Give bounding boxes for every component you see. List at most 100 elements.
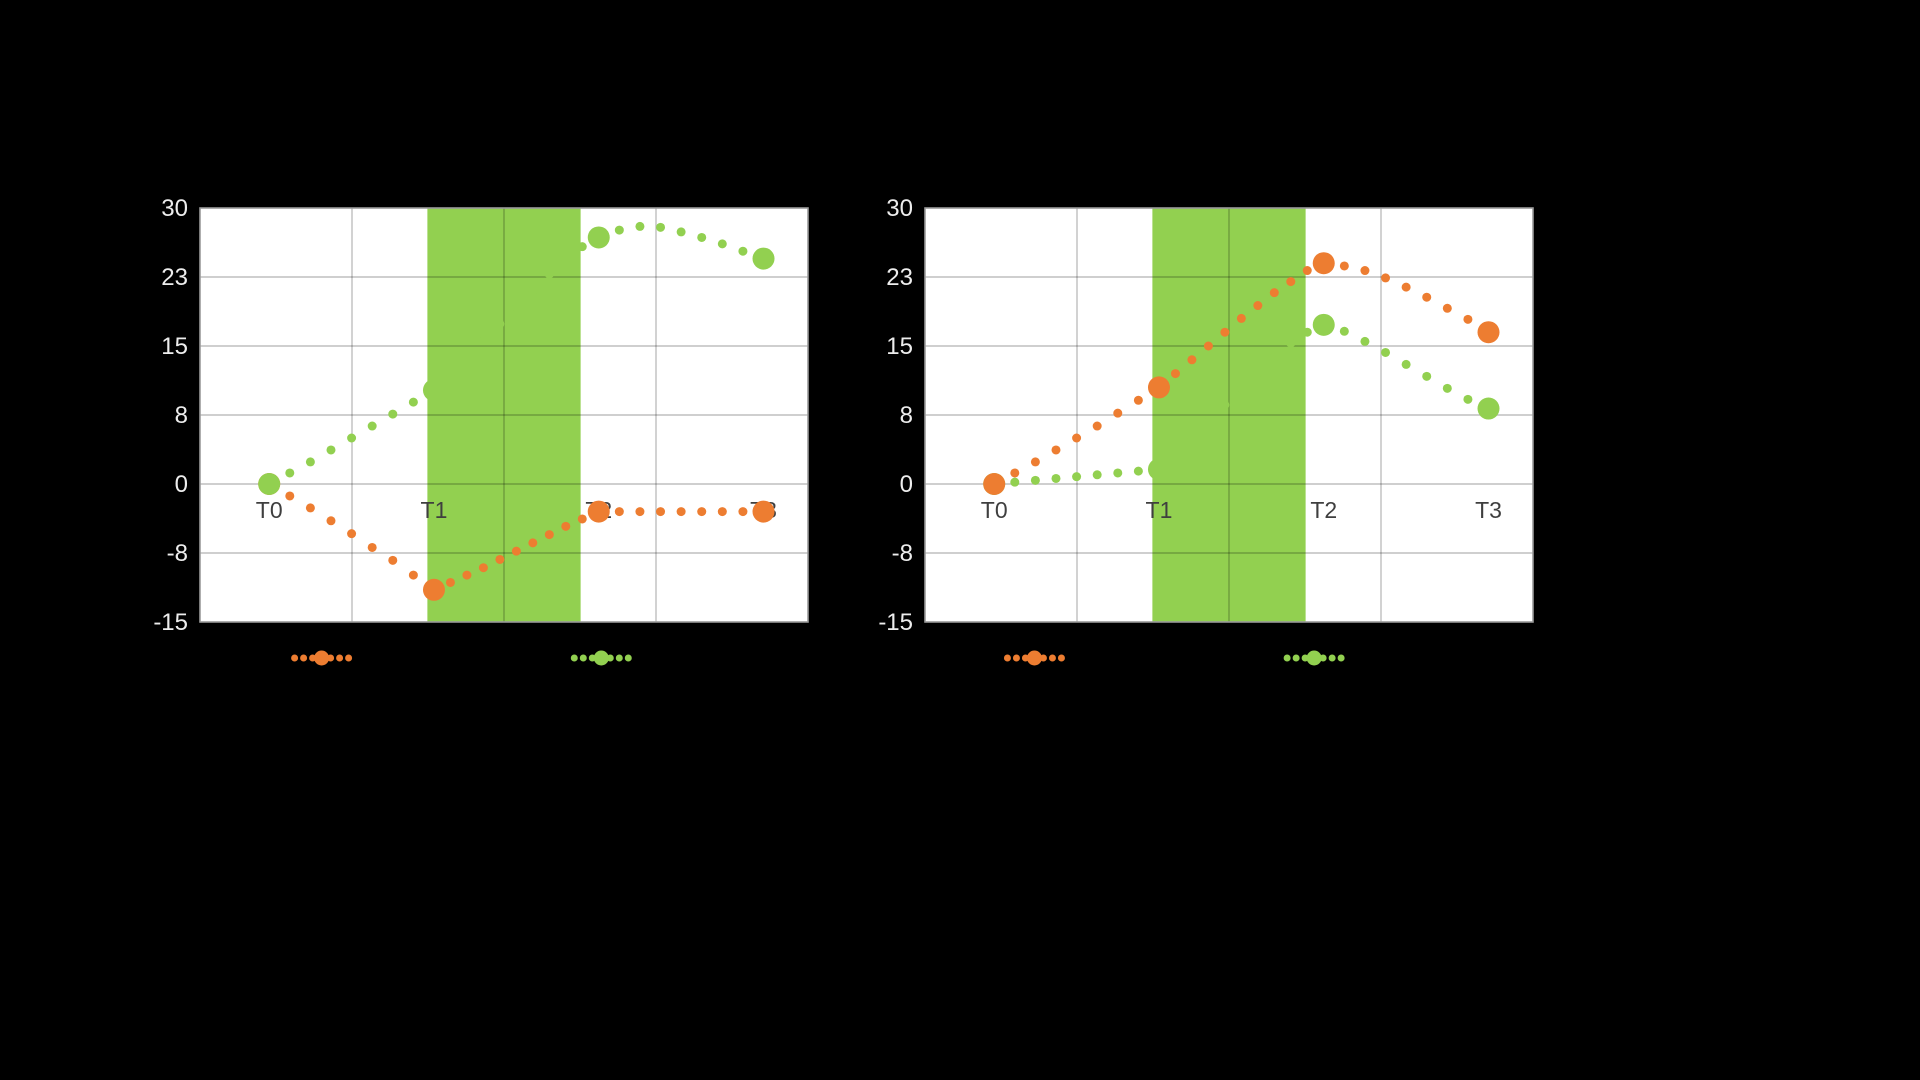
data-point: [1092, 470, 1102, 480]
data-point: [326, 516, 336, 526]
data-point: [1072, 472, 1082, 482]
orange-legend-marker: [1026, 650, 1042, 666]
data-point: [676, 507, 686, 517]
data-point: [1463, 394, 1473, 404]
data-point: [1360, 336, 1370, 346]
orange-legend-marker: [291, 654, 299, 662]
data-point-large: [1147, 458, 1170, 481]
data-point: [1092, 421, 1102, 431]
data-point: [1381, 347, 1391, 357]
data-point: [408, 570, 418, 580]
data-point: [1269, 352, 1279, 362]
category-label: T1: [1146, 497, 1173, 523]
data-point: [1051, 473, 1061, 483]
data-point: [1339, 261, 1349, 271]
data-point: [1072, 433, 1082, 443]
green-legend-marker: [624, 654, 632, 662]
data-point: [388, 409, 398, 419]
data-point: [1030, 475, 1040, 485]
data-point: [1236, 313, 1246, 323]
green-legend-marker: [615, 654, 623, 662]
data-point: [1203, 416, 1213, 426]
data-point: [1220, 400, 1230, 410]
data-point: [1442, 383, 1452, 393]
data-point: [1010, 468, 1020, 478]
data-point-large: [983, 473, 1006, 495]
data-point: [577, 514, 587, 524]
orange-legend-marker: [300, 654, 308, 662]
green-legend-marker: [1337, 654, 1345, 662]
orange-legend-marker: [1048, 654, 1056, 662]
orange-legend-marker: [336, 654, 344, 662]
data-point: [1442, 303, 1452, 313]
y-axis-tick-label: -8: [167, 540, 188, 567]
y-axis-tick-label: 30: [161, 195, 188, 222]
data-point-large: [587, 226, 610, 249]
green-legend-marker: [1328, 654, 1336, 662]
category-label: T3: [1475, 497, 1502, 523]
data-point: [528, 286, 538, 296]
data-point: [1203, 341, 1213, 351]
data-point: [285, 468, 295, 478]
data-point: [388, 555, 398, 565]
data-point: [1170, 369, 1180, 379]
data-point: [347, 433, 357, 443]
y-axis-tick-label: 0: [175, 471, 188, 498]
data-point: [511, 302, 521, 312]
data-point: [656, 222, 666, 232]
category-label: T0: [981, 497, 1008, 523]
data-point: [367, 542, 377, 552]
data-point: [697, 507, 707, 517]
data-point-large: [1312, 252, 1335, 275]
data-point: [676, 227, 686, 237]
data-point: [1401, 359, 1411, 369]
data-point: [697, 232, 707, 242]
data-point: [495, 554, 505, 564]
data-point: [1286, 338, 1296, 348]
y-axis-tick-label: -15: [153, 609, 188, 636]
data-point: [1170, 449, 1180, 459]
data-point-large: [422, 379, 445, 402]
y-axis-tick-label: 15: [161, 333, 188, 360]
category-label: T1: [421, 497, 448, 523]
data-point-large: [258, 473, 281, 495]
data-point: [511, 546, 521, 556]
orange-legend-marker: [1012, 654, 1020, 662]
data-point: [1133, 466, 1143, 476]
category-label: T0: [256, 497, 283, 523]
data-point: [1269, 288, 1279, 298]
data-point: [1339, 326, 1349, 336]
data-point: [561, 521, 571, 531]
y-axis-tick-label: 8: [175, 402, 188, 429]
data-point: [1187, 355, 1197, 365]
data-point: [347, 529, 357, 539]
data-point-large: [1147, 376, 1170, 399]
orange-legend-marker: [1057, 654, 1065, 662]
data-point: [1463, 314, 1473, 324]
data-point-large: [1312, 313, 1335, 336]
y-axis-tick-label: 15: [886, 333, 913, 360]
data-point: [544, 530, 554, 540]
data-point: [445, 577, 455, 587]
chart-right-panel: 30 23 15 8 0 -8 -15 T0 T1 T2 T3: [878, 195, 1534, 666]
y-axis-tick-label: -15: [878, 609, 913, 636]
data-point: [614, 225, 624, 235]
data-point: [1381, 273, 1391, 283]
data-point: [1220, 327, 1230, 337]
orange-legend-marker: [1003, 654, 1011, 662]
data-point: [445, 369, 455, 379]
plot-border: [924, 207, 1534, 623]
data-point: [1286, 277, 1296, 287]
data-point: [656, 507, 666, 517]
data-point: [478, 563, 488, 573]
data-point: [635, 507, 645, 517]
data-point-large: [752, 247, 775, 270]
data-point: [1113, 468, 1123, 478]
data-point: [1236, 383, 1246, 393]
data-point: [1422, 292, 1432, 302]
data-point: [717, 507, 727, 517]
data-point: [462, 352, 472, 362]
y-axis-tick-label: 0: [900, 471, 913, 498]
data-point: [1051, 445, 1061, 455]
y-axis-tick-label: 23: [161, 264, 188, 291]
